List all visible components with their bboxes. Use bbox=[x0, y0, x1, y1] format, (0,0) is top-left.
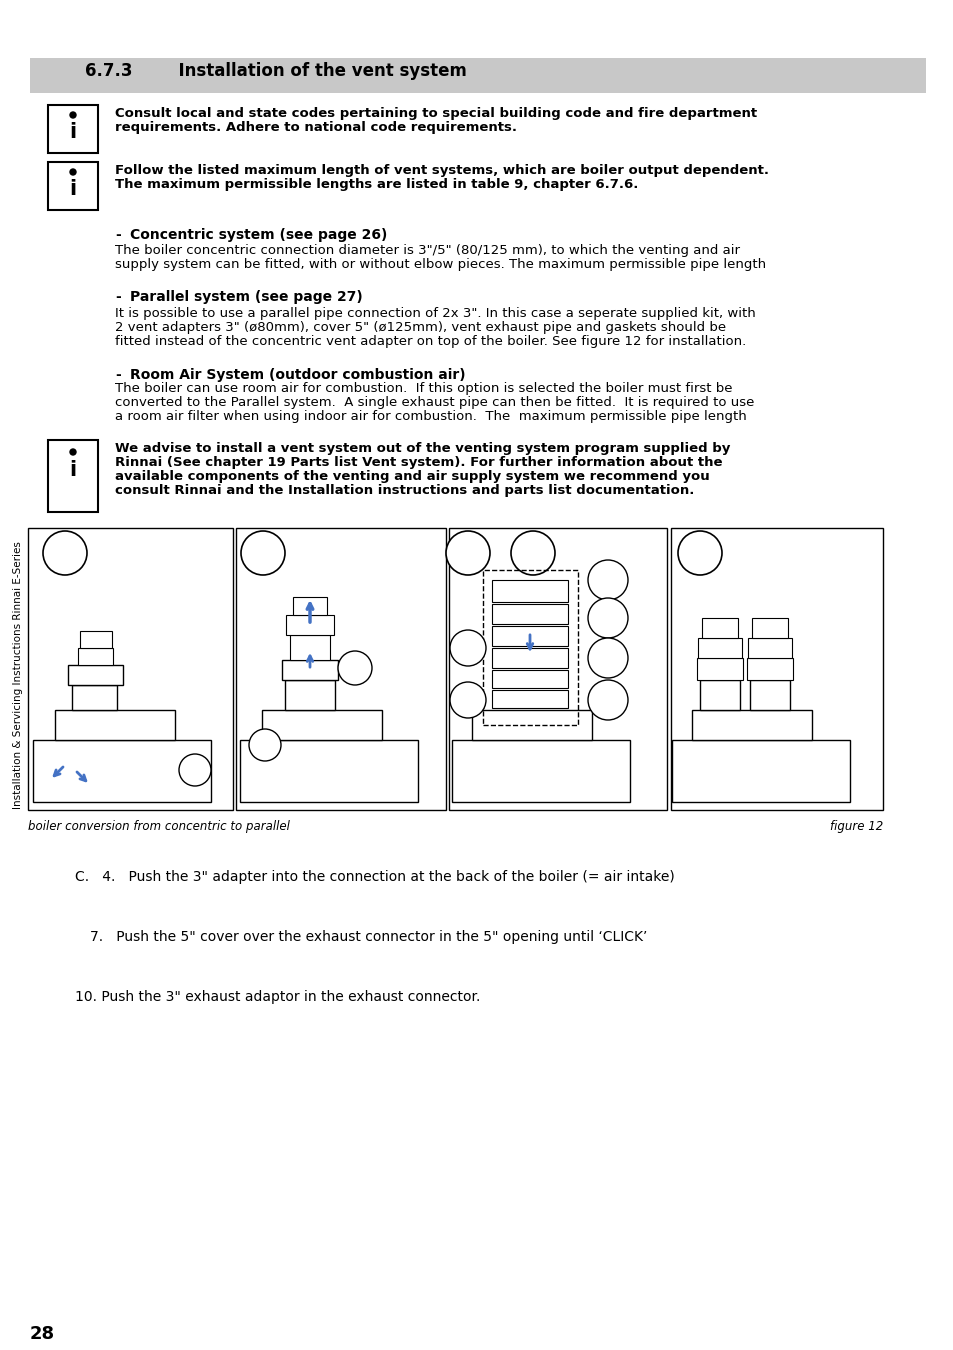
Bar bbox=[71, 684, 117, 710]
Text: i: i bbox=[70, 122, 76, 142]
Text: Installation & Servicing Instructions Rinnai E-Series: Installation & Servicing Instructions Ri… bbox=[13, 541, 23, 809]
Text: It is possible to use a parallel pipe connection of 2x 3". In this case a sepera: It is possible to use a parallel pipe co… bbox=[115, 306, 755, 320]
Text: 28: 28 bbox=[30, 1324, 55, 1343]
Text: i: i bbox=[70, 460, 76, 481]
Bar bbox=[285, 680, 335, 710]
Text: fitted instead of the concentric vent adapter on top of the boiler. See figure 1: fitted instead of the concentric vent ad… bbox=[115, 335, 745, 348]
Text: requirements. Adhere to national code requirements.: requirements. Adhere to national code re… bbox=[115, 122, 517, 134]
Text: The boiler can use room air for combustion.  If this option is selected the boil: The boiler can use room air for combusti… bbox=[115, 382, 732, 396]
Bar bbox=[482, 570, 578, 725]
Bar bbox=[80, 630, 112, 648]
Bar bbox=[492, 670, 567, 688]
Bar bbox=[747, 639, 791, 657]
Bar bbox=[290, 634, 330, 660]
Bar bbox=[235, 528, 446, 810]
Bar bbox=[492, 626, 567, 647]
Bar bbox=[33, 740, 211, 802]
Bar bbox=[293, 597, 327, 616]
Circle shape bbox=[446, 531, 490, 575]
Circle shape bbox=[587, 680, 627, 720]
Text: available components of the venting and air supply system we recommend you: available components of the venting and … bbox=[115, 470, 709, 483]
Circle shape bbox=[249, 729, 281, 761]
Circle shape bbox=[43, 531, 87, 575]
Circle shape bbox=[511, 531, 555, 575]
Text: a room air filter when using indoor air for combustion.  The  maximum permissibl: a room air filter when using indoor air … bbox=[115, 410, 746, 423]
Circle shape bbox=[678, 531, 721, 575]
Bar bbox=[449, 528, 666, 810]
Text: Rinnai (See chapter 19 Parts list Vent system). For further information about th: Rinnai (See chapter 19 Parts list Vent s… bbox=[115, 456, 721, 468]
Circle shape bbox=[70, 169, 76, 176]
Circle shape bbox=[450, 682, 485, 718]
Bar bbox=[78, 648, 112, 666]
Text: Follow the listed maximum length of vent systems, which are boiler output depend: Follow the listed maximum length of vent… bbox=[115, 163, 768, 177]
Text: Concentric system (see page 26): Concentric system (see page 26) bbox=[130, 228, 387, 242]
Bar bbox=[746, 657, 792, 680]
Circle shape bbox=[587, 639, 627, 678]
Bar bbox=[262, 710, 381, 740]
Text: supply system can be fitted, with or without elbow pieces. The maximum permissib: supply system can be fitted, with or wit… bbox=[115, 258, 765, 271]
Text: Consult local and state codes pertaining to special building code and fire depar: Consult local and state codes pertaining… bbox=[115, 107, 757, 120]
Bar bbox=[48, 440, 98, 512]
Bar bbox=[492, 648, 567, 668]
Bar bbox=[492, 580, 567, 602]
Bar bbox=[670, 528, 882, 810]
Text: Parallel system (see page 27): Parallel system (see page 27) bbox=[130, 290, 362, 304]
Text: consult Rinnai and the Installation instructions and parts list documentation.: consult Rinnai and the Installation inst… bbox=[115, 485, 694, 497]
Bar bbox=[697, 657, 742, 680]
Bar bbox=[30, 58, 925, 93]
Bar bbox=[751, 618, 787, 639]
Text: -: - bbox=[115, 290, 121, 304]
Bar bbox=[286, 616, 334, 634]
Text: Room Air System (outdoor combustion air): Room Air System (outdoor combustion air) bbox=[130, 369, 465, 382]
Circle shape bbox=[450, 630, 485, 666]
Text: -: - bbox=[115, 369, 121, 382]
Bar bbox=[701, 618, 738, 639]
Bar bbox=[282, 660, 337, 680]
Bar bbox=[749, 680, 789, 710]
Circle shape bbox=[70, 112, 76, 117]
Text: 7.   Push the 5" cover over the exhaust connector in the 5" opening until ‘CLICK: 7. Push the 5" cover over the exhaust co… bbox=[90, 930, 647, 944]
Circle shape bbox=[587, 598, 627, 639]
Bar bbox=[691, 710, 811, 740]
Text: 10. Push the 3" exhaust adaptor in the exhaust connector.: 10. Push the 3" exhaust adaptor in the e… bbox=[75, 990, 480, 1004]
Text: We advise to install a vent system out of the venting system program supplied by: We advise to install a vent system out o… bbox=[115, 441, 730, 455]
Text: The maximum permissible lengths are listed in table 9, chapter 6.7.6.: The maximum permissible lengths are list… bbox=[115, 178, 638, 190]
Bar bbox=[48, 162, 98, 211]
Circle shape bbox=[179, 755, 211, 786]
Text: C.   4.   Push the 3" adapter into the connection at the back of the boiler (= a: C. 4. Push the 3" adapter into the conne… bbox=[75, 869, 674, 884]
Bar bbox=[700, 680, 740, 710]
Circle shape bbox=[241, 531, 285, 575]
Bar bbox=[671, 740, 849, 802]
Bar bbox=[240, 740, 417, 802]
Bar bbox=[48, 105, 98, 153]
Bar bbox=[698, 639, 741, 657]
Circle shape bbox=[587, 560, 627, 599]
Text: i: i bbox=[70, 180, 76, 198]
Bar bbox=[492, 690, 567, 707]
Circle shape bbox=[70, 450, 76, 455]
Text: 2 vent adapters 3" (ø80mm), cover 5" (ø125mm), vent exhaust pipe and gaskets sho: 2 vent adapters 3" (ø80mm), cover 5" (ø1… bbox=[115, 321, 725, 333]
Text: boiler conversion from concentric to parallel: boiler conversion from concentric to par… bbox=[28, 819, 290, 833]
Text: 6.7.3        Installation of the vent system: 6.7.3 Installation of the vent system bbox=[85, 62, 466, 80]
Bar bbox=[68, 666, 123, 684]
Bar bbox=[492, 603, 567, 624]
Text: The boiler concentric connection diameter is 3"/5" (80/125 mm), to which the ven: The boiler concentric connection diamete… bbox=[115, 244, 740, 256]
Text: converted to the Parallel system.  A single exhaust pipe can then be fitted.  It: converted to the Parallel system. A sing… bbox=[115, 396, 754, 409]
Bar bbox=[55, 710, 174, 740]
Text: -: - bbox=[115, 228, 121, 242]
Text: figure 12: figure 12 bbox=[829, 819, 882, 833]
Bar bbox=[472, 710, 592, 740]
Bar bbox=[452, 740, 629, 802]
Circle shape bbox=[337, 651, 372, 684]
Bar bbox=[28, 528, 233, 810]
